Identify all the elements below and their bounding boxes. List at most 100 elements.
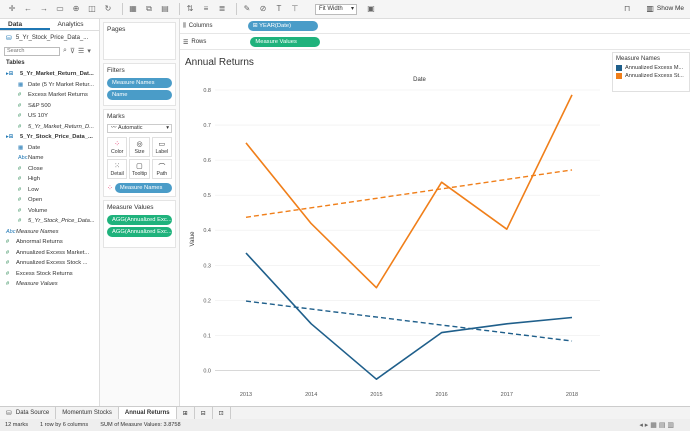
columns-shelf[interactable]: ⫼ Columns ⊞ YEAR(Date) [180, 19, 690, 34]
rows-pill[interactable]: Measure Values [250, 37, 321, 47]
field-label: Annualized Excess Stock ... [16, 260, 88, 267]
datasource-row[interactable]: ⛁ 5_Yr_Stock_Price_Data_... [0, 31, 99, 45]
new-worksheet-icon[interactable]: ⊞ [177, 407, 195, 419]
save-icon[interactable]: ▭ [56, 4, 64, 13]
field-item[interactable]: # Open [0, 195, 99, 206]
show-me-button[interactable]: ▥ Show Me [646, 4, 684, 13]
field-item[interactable]: # Excess Market Returns [0, 90, 99, 101]
field-item[interactable]: ▦ Date [0, 143, 99, 154]
field-item[interactable]: # US 10Y [0, 111, 99, 122]
presentation-icon[interactable]: ▣ [367, 4, 375, 13]
field-list: ▸⊞ 5_Yr_Market_Return_Dat... ▦ Date (5 Yr M… [0, 69, 99, 290]
measure-value-pill[interactable]: AGG(Annualized Exc... [107, 215, 172, 225]
sort-desc-icon[interactable]: ≣ [218, 4, 226, 13]
status-marks: 12 marks [5, 422, 29, 428]
y-tick-label: 0.5 [203, 193, 211, 199]
filter-pill-measure-names[interactable]: Measure Names [107, 78, 172, 88]
legend-item[interactable]: Annualized Excess M... [616, 65, 686, 71]
field-item[interactable]: # Close [0, 164, 99, 175]
status-nav-icons[interactable]: ◂ ▸ ▦ ▤ ▥ [639, 422, 674, 429]
sort-asc-icon[interactable]: ≡ [203, 4, 209, 13]
duplicate-icon[interactable]: ⧉ [146, 4, 152, 13]
filter-icon[interactable]: ⊽ [69, 48, 76, 55]
number-type-icon: # [6, 239, 10, 246]
rows-shelf[interactable]: ☰ Rows Measure Values [180, 35, 690, 50]
marks-label-button[interactable]: ▭ Label [151, 137, 172, 157]
pause-icon[interactable]: ◫ [88, 4, 96, 13]
refresh-icon[interactable]: ↻ [104, 4, 112, 13]
redo-icon[interactable]: → [40, 4, 48, 13]
measure-value-pill[interactable]: AGG(Annualized Exc... [107, 227, 172, 237]
undo-icon[interactable]: ← [24, 4, 32, 13]
y-tick-label: 0.2 [203, 298, 211, 304]
field-item[interactable]: # Low [0, 185, 99, 196]
legend[interactable]: Measure Names Annualized Excess M... Annu… [612, 52, 690, 92]
mark-type-dropdown[interactable]: 〰 Automatic ▾ [107, 124, 172, 133]
pages-card[interactable]: Pages [103, 22, 176, 60]
number-type-icon: # [18, 176, 22, 183]
field-item[interactable]: # Measure Values [0, 279, 99, 290]
marks-size-label: Size [134, 149, 145, 155]
table-row[interactable]: ▸⊞ 5_Yr_Stock_Price_Data_... [0, 132, 99, 143]
marks-path-button[interactable]: ⌒ Path [151, 159, 172, 179]
marks-detail-button[interactable]: ⁙ Detail [107, 159, 128, 179]
field-item[interactable]: Abc Measure Names [0, 227, 99, 238]
filters-card[interactable]: Filters Measure Names Name [103, 63, 176, 106]
x-tick-label: 2018 [566, 392, 578, 398]
fit-dropdown[interactable]: Fit Width ▾ [315, 3, 357, 15]
tab-analytics[interactable]: Analytics [57, 21, 84, 28]
field-item[interactable]: ▦ Date (5 Yr Market Retur... [0, 80, 99, 91]
new-sheet-icon[interactable]: ▦ [129, 4, 137, 13]
calendar-icon: ▦ [18, 81, 24, 88]
legend-item[interactable]: Annualized Excess St... [616, 73, 686, 79]
field-item[interactable]: # Volume [0, 206, 99, 217]
view-options-icon[interactable]: ☰ [78, 48, 85, 55]
field-item[interactable]: # Annualized Excess Stock ... [0, 258, 99, 269]
sheet-tabs: ⛁ Data Source Momentum Stocks Annual Retu… [0, 406, 690, 419]
tab-data[interactable]: Data [0, 19, 50, 30]
field-item[interactable]: Abc Name [0, 153, 99, 164]
x-tick-label: 2014 [305, 392, 317, 398]
tab-annual-returns[interactable]: Annual Returns [118, 407, 177, 419]
columns-pill[interactable]: ⊞ YEAR(Date) [247, 21, 318, 31]
field-item[interactable]: # Annualized Excess Market... [0, 248, 99, 259]
field-label: 5_Yr_Stock_Price_Data_... [20, 134, 93, 141]
series-line [245, 94, 573, 289]
field-item[interactable]: #5_Yr_Market_Return_D... [0, 122, 99, 133]
field-item[interactable]: # S&P 500 [0, 101, 99, 112]
y-tick-label: 0.8 [203, 88, 211, 94]
clear-icon[interactable]: ▤ [161, 4, 169, 13]
filter-pill-name[interactable]: Name [107, 90, 172, 100]
field-item[interactable]: #5_Yr_Stock_Price_Data... [0, 216, 99, 227]
field-item[interactable]: # Excess Stock Returns [0, 269, 99, 280]
marks-color-button[interactable]: ⁘ Color [107, 137, 128, 157]
new-story-icon[interactable]: ⊡ [213, 407, 231, 419]
columns-icon: ⫼ [183, 22, 186, 29]
tableau-logo-icon[interactable]: ✛ [8, 4, 16, 13]
field-item[interactable]: # High [0, 174, 99, 185]
marks-size-button[interactable]: ◎ Size [129, 137, 150, 157]
labels-icon[interactable]: T [276, 4, 282, 13]
columns-pill-label: YEAR(Date) [259, 23, 292, 29]
marks-buttons: ⁘ Color ◎ Size ▭ Label ⁙ Detail ▢ Tooltip ⌒ Pa… [107, 137, 172, 179]
swap-icon[interactable]: ⇅ [186, 4, 194, 13]
search-icon[interactable]: ⌕ [63, 47, 67, 54]
dropdown-icon[interactable]: ▾ [87, 48, 91, 55]
mark-type-value: Automatic [118, 125, 143, 131]
new-datasource-icon[interactable]: ⊕ [72, 4, 80, 13]
search-row: ⌕ ⊽ ☰ ▾ [0, 45, 99, 57]
tab-data-source[interactable]: ⛁ Data Source [0, 407, 57, 419]
highlight-icon[interactable]: ✎ [243, 4, 251, 13]
group-icon[interactable]: ⊘ [259, 4, 267, 13]
search-input[interactable] [4, 46, 60, 56]
tab-momentum-stocks[interactable]: Momentum Stocks [56, 407, 119, 419]
fix-axes-icon[interactable]: ⊤ [291, 4, 299, 13]
field-label: Name [28, 155, 44, 162]
table-row[interactable]: ▸⊞ 5_Yr_Market_Return_Dat... [0, 69, 99, 80]
field-item[interactable]: # Abnormal Returns [0, 237, 99, 248]
marks-tooltip-button[interactable]: ▢ Tooltip [129, 159, 150, 179]
marks-pill-measure-names[interactable]: Measure Names [114, 183, 172, 193]
new-dashboard-icon[interactable]: ⊟ [195, 407, 213, 419]
pin-icon[interactable]: ⊓ [624, 4, 631, 13]
toolbar: ✛ ← → ▭ ⊕ ◫ ↻ ▦ ⧉ ▤ ⇅ ≡ ≣ ✎ ⊘ T ⊤ Fit Wi… [0, 0, 690, 19]
